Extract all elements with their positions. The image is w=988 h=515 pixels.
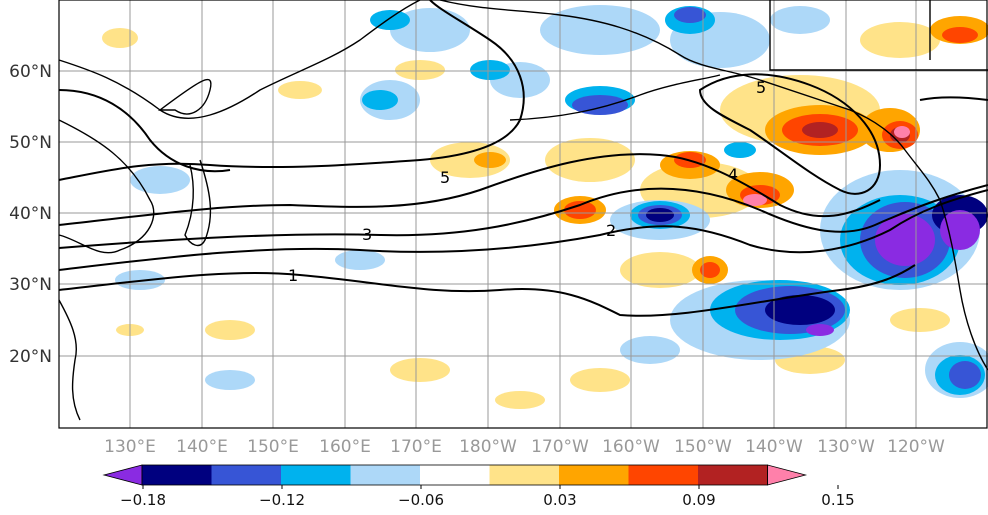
- lon-label: 150°E: [247, 437, 299, 457]
- contour-5b: [698, 73, 882, 195]
- contour-label: 2: [606, 221, 616, 240]
- latitude-labels: 60°N 50°N 40°N 30°N 20°N: [9, 62, 52, 367]
- colorbar-cell: [350, 465, 420, 485]
- contour-label: 4: [728, 165, 738, 184]
- contour-label: 5: [756, 78, 766, 97]
- map-border: [58, 0, 988, 429]
- lon-label: 140°E: [176, 437, 228, 457]
- colorbar-arrow-min: [102, 464, 143, 486]
- lon-label: 180°W: [459, 437, 517, 457]
- colorbar-ticks: −0.18 −0.12 −0.06 0.03 0.09 0.15: [120, 485, 855, 509]
- lon-label: 170°W: [531, 437, 589, 457]
- colorbar-cell: [559, 465, 629, 485]
- contour-3: [58, 184, 988, 249]
- contour-4: [58, 153, 881, 226]
- colorbar-cell: [489, 465, 559, 485]
- coastlines: [58, 0, 988, 421]
- contour-label: 3: [362, 225, 372, 244]
- lon-label: 160°E: [319, 437, 371, 457]
- lon-label: 160°W: [602, 437, 660, 457]
- colorbar-cell: [628, 465, 698, 485]
- contour-outer: [58, 89, 231, 173]
- contour-labels: 5 4 3 2 1 5: [288, 78, 766, 285]
- colorbar: −0.18 −0.12 −0.06 0.03 0.09 0.15: [102, 464, 855, 509]
- colorbar-tick-label: −0.12: [259, 491, 305, 509]
- lon-label: 130°W: [817, 437, 875, 457]
- lon-label: 140°W: [745, 437, 803, 457]
- lat-label: 50°N: [9, 133, 52, 153]
- colorbar-arrow-max: [767, 464, 808, 486]
- colorbar-tick-label: −0.18: [120, 491, 166, 509]
- colorbar-outline: [141, 464, 768, 486]
- lat-label: 60°N: [9, 62, 52, 82]
- colorbar-cells: [102, 464, 808, 486]
- colorbar-tick-label: 0.03: [543, 491, 576, 509]
- contour-label: 1: [288, 266, 298, 285]
- contour-lines: [58, 0, 988, 317]
- colorbar-cell: [211, 465, 281, 485]
- longitude-labels: 130°E 140°E 150°E 160°E 170°E 180°W 170°…: [104, 437, 945, 457]
- contour-east: [919, 96, 988, 101]
- lon-label: 170°E: [390, 437, 442, 457]
- colorbar-cell: [420, 465, 490, 485]
- lat-label: 40°N: [9, 204, 52, 224]
- contour-label: 5: [440, 168, 450, 187]
- anomaly-field: [102, 5, 988, 409]
- colorbar-cell: [142, 465, 212, 485]
- colorbar-tick-label: 0.15: [821, 491, 854, 509]
- contour-1: [58, 264, 916, 317]
- lon-label: 150°W: [674, 437, 732, 457]
- lon-label: 130°E: [104, 437, 156, 457]
- colorbar-tick-label: −0.06: [398, 491, 444, 509]
- colorbar-cell: [698, 465, 768, 485]
- colorbar-tick-label: 0.09: [682, 491, 715, 509]
- contour-2: [58, 189, 988, 271]
- lat-label: 20°N: [9, 347, 52, 367]
- contour-5a: [58, 0, 525, 181]
- lon-label: 120°W: [887, 437, 945, 457]
- colorbar-cell: [281, 465, 351, 485]
- lat-label: 30°N: [9, 275, 52, 295]
